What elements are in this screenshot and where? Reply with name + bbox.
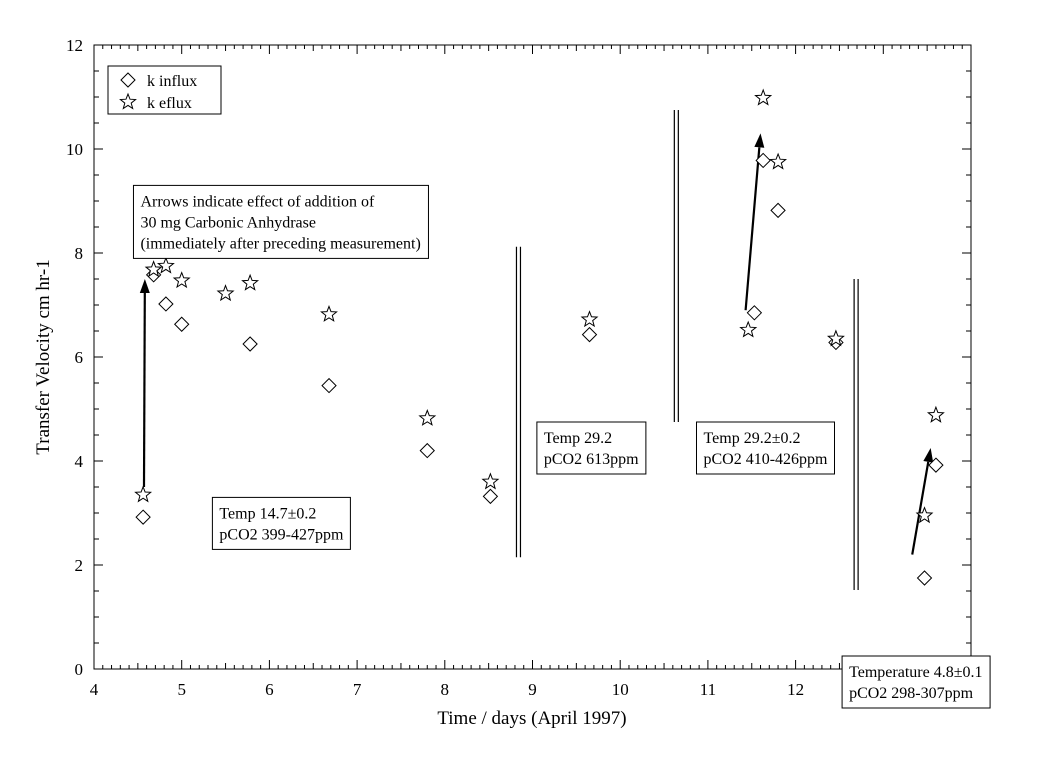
separator-lines: [515, 110, 859, 590]
y-tick-label: 12: [66, 36, 83, 55]
influx-point: [755, 152, 771, 169]
x-tick-label: 7: [353, 680, 362, 699]
eflux-point: [418, 409, 437, 426]
arrows: [139, 133, 934, 555]
eflux-point: [926, 405, 945, 423]
annotation-line: (immediately after preceding measurement…: [140, 235, 420, 252]
legend: k influx k eflux: [107, 65, 222, 115]
annotation-frame: [695, 421, 835, 475]
data-markers: [134, 88, 945, 586]
eflux-point: [915, 506, 934, 524]
eflux-point: [241, 273, 260, 291]
eflux-point: [826, 329, 845, 347]
annotation-box: Temperature 4.8±0.1 pCO2 298-307ppm: [841, 655, 991, 709]
x-tick-label: 5: [177, 680, 186, 699]
annotation-boxes: Arrows indicate effect of addition of 30 …: [132, 184, 991, 709]
x-tick-label: 9: [528, 680, 537, 699]
influx-point: [242, 336, 258, 352]
y-tick-label: 6: [75, 348, 84, 367]
eflux-point: [481, 472, 500, 490]
x-tick-label: 6: [265, 680, 274, 699]
legend-diamond-marker: [120, 72, 136, 88]
annotation-frame: [211, 496, 351, 550]
axis-ticks: [93, 44, 972, 670]
annotation-box: Temp 29.2 pCO2 613ppm: [536, 421, 647, 475]
x-tick-label: 4: [90, 680, 99, 699]
influx-point: [746, 305, 763, 321]
y-tick-label: 10: [66, 140, 83, 159]
legend-label-eflux: k eflux: [147, 95, 192, 112]
arrow-shaft: [142, 292, 146, 488]
y-tick-label: 8: [75, 244, 84, 263]
eflux-point: [134, 485, 153, 503]
legend-label-influx: k influx: [147, 73, 197, 90]
x-tick-label: 10: [612, 680, 629, 699]
annotation-box: Temp 14.7±0.2 pCO2 399-427ppm: [211, 496, 351, 550]
eflux-point: [320, 305, 338, 322]
influx-point: [135, 509, 151, 525]
y-tick-label: 4: [75, 452, 84, 471]
x-tick-label: 12: [787, 680, 804, 699]
influx-point: [158, 296, 174, 312]
arrow-head: [754, 133, 765, 148]
eflux-point: [739, 320, 758, 338]
plot-frame: [93, 44, 972, 670]
eflux-point: [580, 310, 599, 328]
annotation-line: 30 mg Carbonic Anhydrase: [140, 214, 316, 231]
legend-star-marker: [119, 92, 137, 110]
arrow-shaft: [744, 147, 761, 311]
annotation-box: Temp 29.2±0.2 pCO2 410-426ppm: [695, 421, 835, 475]
eflux-point: [216, 284, 235, 302]
influx-point: [916, 570, 933, 586]
annotation-line: pCO2 298-307ppm: [849, 685, 974, 702]
x-axis-title: Time / days (April 1997): [437, 708, 626, 729]
arrow-head: [923, 448, 934, 463]
arrow-head: [139, 279, 150, 294]
annotation-frame: [536, 421, 647, 475]
influx-point: [581, 326, 598, 343]
y-tick-label: 0: [75, 660, 84, 679]
arrow-shaft: [911, 461, 930, 555]
axis-tick-labels: 4567891011121314024681012: [66, 36, 980, 699]
annotation-line: pCO2 399-427ppm: [219, 526, 344, 543]
annotation-line: pCO2 613ppm: [544, 451, 639, 468]
eflux-point: [754, 88, 773, 106]
annotation-box: Arrows indicate effect of addition of 30 …: [132, 184, 429, 259]
eflux-point: [144, 260, 163, 278]
annotation-line: pCO2 410-426ppm: [703, 451, 828, 468]
influx-point: [321, 377, 337, 394]
eflux-point: [156, 256, 175, 274]
x-tick-label: 11: [700, 680, 716, 699]
annotation-line: Temp 29.2±0.2: [703, 430, 800, 447]
annotation-line: Arrows indicate effect of addition of: [140, 193, 375, 210]
influx-point: [173, 316, 190, 332]
x-tick-label: 8: [441, 680, 450, 699]
influx-point: [419, 442, 435, 459]
annotation-frame: [841, 655, 991, 709]
annotation-line: Temp 29.2: [544, 430, 612, 447]
annotation-line: Temperature 4.8±0.1: [849, 664, 982, 681]
influx-point: [928, 457, 944, 473]
annotation-frame: [132, 184, 429, 259]
eflux-point: [769, 152, 788, 170]
annotation-line: Temp 14.7±0.2: [219, 505, 316, 522]
eflux-point: [172, 271, 191, 289]
y-axis-title: Transfer Velocity cm hr-1: [33, 259, 54, 454]
influx-point: [482, 488, 499, 505]
influx-point: [770, 202, 786, 219]
y-tick-label: 2: [75, 556, 84, 575]
